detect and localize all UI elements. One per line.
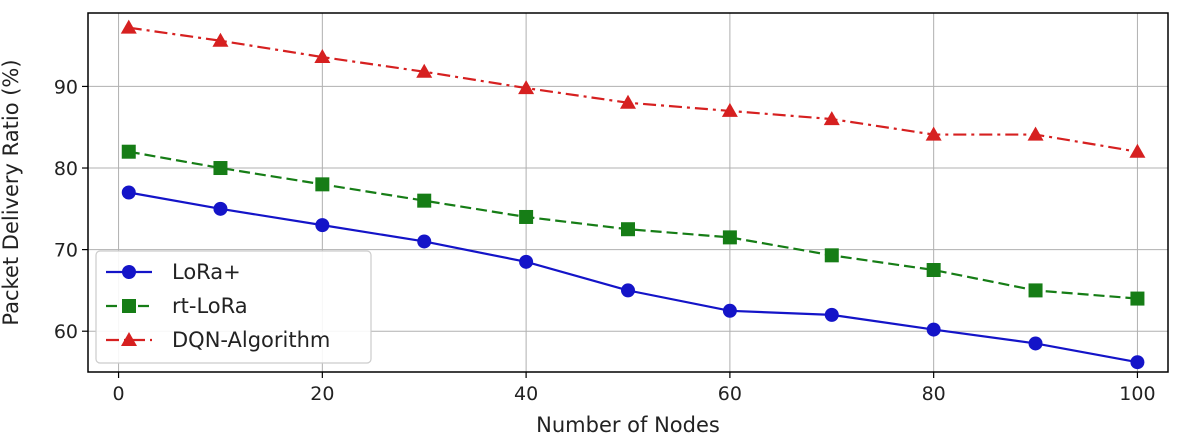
plot-frame [87,12,1169,373]
legend-marker [122,299,136,313]
x-tick-label: 0 [113,383,125,405]
legend-box [95,250,372,364]
series-rt-lora [121,144,1145,306]
data-point [212,32,229,47]
x-tick-label: 20 [310,383,334,405]
data-point [518,80,535,95]
data-point [824,248,839,263]
series-line [128,26,1138,153]
data-point [1028,336,1043,351]
data-point [824,307,839,322]
legend-label: rt-LoRa [172,294,248,318]
series-dqn-algorithm [120,19,1146,158]
data-point [519,254,534,269]
legend-label: DQN-Algorithm [172,328,330,352]
x-tick-label: 60 [718,383,742,405]
legend-entry: LoRa+ [106,260,241,284]
data-point [416,63,433,78]
y-axis-label: Packet Delivery Ratio (%) [0,59,23,325]
data-point [721,102,738,117]
data-point [620,94,636,109]
series-layer [120,19,1146,370]
data-point [621,283,635,298]
x-tick-label: 80 [922,383,946,405]
data-point [519,209,534,224]
legend-marker [122,265,136,279]
y-tick-label: 70 [54,240,78,262]
x-tick-label: 100 [1119,383,1155,405]
data-point [722,230,737,245]
tick-layer: 0 20 40 60 80 100 60 70 80 90 [54,76,1156,405]
x-tick-label: 40 [514,383,538,405]
data-point [926,263,941,278]
data-point [621,222,635,237]
data-point [417,234,432,249]
data-point [823,111,840,126]
data-point [121,185,136,200]
y-tick-label: 90 [54,76,78,98]
y-tick-label: 60 [54,321,78,343]
data-point [1130,291,1145,306]
x-axis-label: Number of Nodes [536,413,720,437]
y-tick-label: 80 [54,158,78,180]
data-point [213,161,228,176]
data-point [121,144,136,159]
data-point [925,126,942,141]
data-point [120,19,137,34]
legend-label: LoRa+ [172,260,241,284]
data-point [1027,126,1044,141]
data-point [314,49,331,64]
legend: LoRa+ rt-LoRa DQN-Algorithm [95,250,372,364]
legend-marker [121,332,137,346]
legend-entry: rt-LoRa [106,294,248,318]
data-point [926,322,941,337]
legend-entry: DQN-Algorithm [106,328,330,352]
data-point [1028,283,1043,298]
data-point [417,193,432,208]
legend-items: LoRa+ rt-LoRa DQN-Algorithm [106,260,330,352]
data-point [1130,355,1145,370]
data-point [213,201,228,216]
data-point [315,218,330,233]
series-lora [121,185,1145,370]
data-point [1129,143,1146,158]
data-point [722,303,737,318]
data-point [315,177,330,192]
